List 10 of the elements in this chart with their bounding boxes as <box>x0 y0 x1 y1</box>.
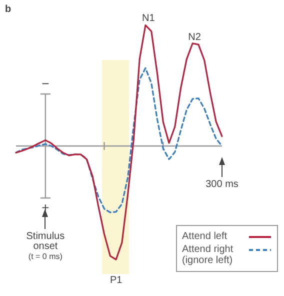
annotation: Stimulus onset (t = 0 ms) <box>26 231 65 261</box>
legend-label: Attend right (ignore left) <box>182 244 234 266</box>
text: P1 <box>110 275 123 286</box>
annotation: N2 <box>188 32 202 43</box>
annotation: − <box>42 76 50 91</box>
legend-label: Attend left <box>182 231 228 242</box>
text: b <box>4 4 12 15</box>
text: N1 <box>142 13 156 24</box>
annotation: 300 ms <box>206 179 238 190</box>
annotation: + <box>42 200 50 215</box>
